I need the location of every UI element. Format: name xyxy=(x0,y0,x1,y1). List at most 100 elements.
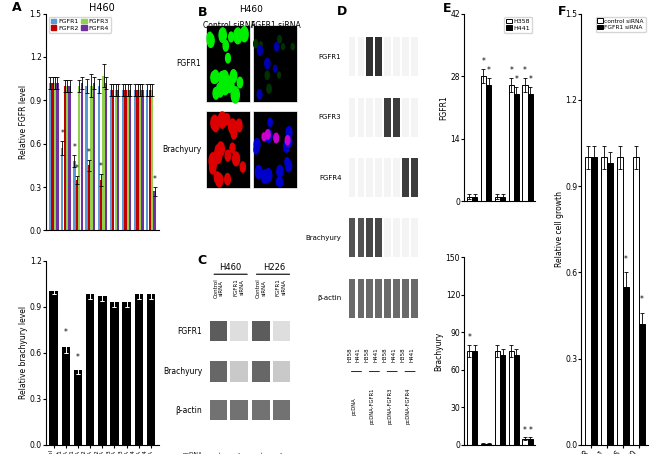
Circle shape xyxy=(217,142,225,156)
Text: *: * xyxy=(523,426,527,435)
Bar xyxy=(367,37,373,76)
Text: FGFR4: FGFR4 xyxy=(319,174,341,181)
Bar xyxy=(206,25,250,102)
Text: FGFR1
siRNA: FGFR1 siRNA xyxy=(234,278,244,296)
Bar xyxy=(129,90,132,231)
Circle shape xyxy=(253,40,258,48)
Bar xyxy=(591,158,597,445)
Text: *: * xyxy=(529,75,533,84)
Bar xyxy=(523,85,528,201)
Text: FGFR1: FGFR1 xyxy=(319,54,341,60)
Legend: FGFR1, FGFR2, FGFR3, FGFR4: FGFR1, FGFR2, FGFR3, FGFR4 xyxy=(49,17,111,33)
Legend: H358, H441: H358, H441 xyxy=(504,17,533,33)
Bar xyxy=(528,439,533,445)
Bar xyxy=(64,86,66,231)
Circle shape xyxy=(274,133,278,143)
Bar xyxy=(151,90,153,231)
Bar xyxy=(358,218,364,257)
Bar xyxy=(375,98,382,137)
Circle shape xyxy=(231,87,239,103)
Text: FGFR3: FGFR3 xyxy=(319,114,341,120)
Text: H460: H460 xyxy=(219,263,242,272)
Circle shape xyxy=(211,72,217,84)
Bar xyxy=(467,351,472,445)
Text: *: * xyxy=(87,148,91,157)
Bar xyxy=(523,439,528,445)
Circle shape xyxy=(225,150,231,161)
Circle shape xyxy=(212,118,219,132)
Bar xyxy=(384,279,391,318)
Bar xyxy=(375,37,382,76)
Bar xyxy=(73,161,75,231)
Bar xyxy=(115,90,117,231)
Bar xyxy=(384,37,391,76)
Bar xyxy=(495,351,500,445)
Circle shape xyxy=(257,89,262,99)
Bar xyxy=(253,25,297,102)
Text: *: * xyxy=(468,333,472,342)
Text: pcDNA: pcDNA xyxy=(182,452,202,454)
Bar xyxy=(402,218,409,257)
Bar xyxy=(411,158,418,197)
Circle shape xyxy=(276,178,280,186)
Text: +: + xyxy=(216,452,221,454)
Title: H460: H460 xyxy=(90,3,115,13)
Bar xyxy=(358,98,364,137)
Circle shape xyxy=(212,70,219,83)
Bar xyxy=(411,98,418,137)
Bar xyxy=(105,83,107,231)
Circle shape xyxy=(267,84,271,93)
Bar xyxy=(122,302,131,445)
Text: FGFR1 siRNA: FGFR1 siRNA xyxy=(251,21,301,30)
Bar xyxy=(348,158,356,197)
Bar xyxy=(358,158,364,197)
Text: *: * xyxy=(624,255,628,264)
Circle shape xyxy=(286,127,292,138)
Circle shape xyxy=(278,72,280,78)
Text: β-actin: β-actin xyxy=(176,405,202,415)
Bar xyxy=(230,400,248,420)
Circle shape xyxy=(233,152,240,166)
Circle shape xyxy=(277,165,283,177)
Bar xyxy=(56,83,58,231)
Text: Brachyury: Brachyury xyxy=(162,145,201,154)
Circle shape xyxy=(229,32,234,42)
Bar xyxy=(51,83,54,231)
Bar xyxy=(102,76,105,231)
Bar xyxy=(607,163,613,445)
Bar xyxy=(500,197,505,201)
Circle shape xyxy=(261,170,268,183)
Text: H226: H226 xyxy=(263,263,285,272)
Bar xyxy=(272,321,290,341)
Text: *: * xyxy=(73,143,77,153)
Bar xyxy=(481,444,486,445)
Circle shape xyxy=(223,40,229,51)
Bar xyxy=(402,158,409,197)
Text: *: * xyxy=(523,66,527,75)
Bar xyxy=(367,158,373,197)
Bar xyxy=(375,279,382,318)
Circle shape xyxy=(262,133,266,141)
Bar xyxy=(393,98,400,137)
Bar xyxy=(110,302,119,445)
Bar xyxy=(93,83,95,231)
Bar xyxy=(206,111,250,188)
Circle shape xyxy=(224,114,230,125)
Bar xyxy=(623,287,629,445)
Bar xyxy=(124,90,126,231)
Bar xyxy=(348,37,356,76)
Bar xyxy=(358,279,364,318)
Text: H441: H441 xyxy=(356,347,361,362)
Bar xyxy=(50,291,58,445)
Circle shape xyxy=(291,44,294,50)
Circle shape xyxy=(265,130,270,139)
Text: *: * xyxy=(153,175,157,184)
Bar xyxy=(78,86,81,231)
Circle shape xyxy=(236,119,242,131)
Bar xyxy=(601,158,607,445)
Bar xyxy=(81,83,83,231)
Bar xyxy=(514,355,519,445)
Circle shape xyxy=(265,71,269,79)
Bar xyxy=(147,294,155,445)
Bar xyxy=(514,94,519,201)
